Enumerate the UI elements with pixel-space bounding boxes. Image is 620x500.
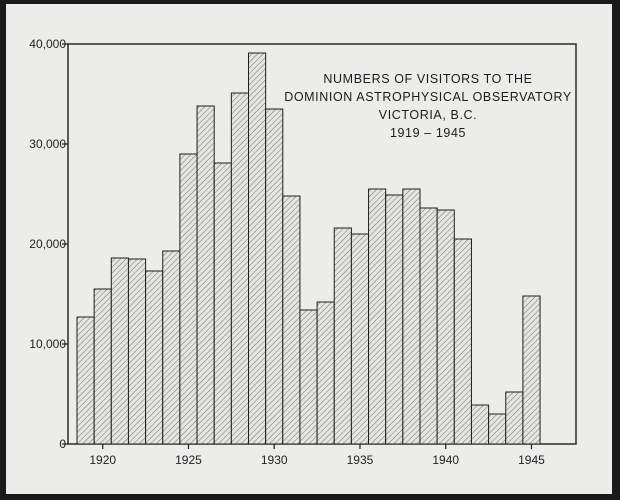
title-line-2: DOMINION ASTROPHYSICAL OBSERVATORY xyxy=(284,90,572,104)
y-tick-label: 10,000 xyxy=(29,337,66,351)
bar-1928 xyxy=(230,92,250,445)
title-line-1: NUMBERS OF VISITORS TO THE xyxy=(323,72,532,86)
bar-1922 xyxy=(127,258,147,445)
bar-1921 xyxy=(110,257,129,445)
bar-1920 xyxy=(93,288,112,445)
chart-title: NUMBERS OF VISITORS TO THE DOMINION ASTR… xyxy=(284,72,572,140)
bar-1936 xyxy=(368,188,387,445)
x-tick-label: 1940 xyxy=(432,453,459,467)
y-axis: 0 10,000 20,000 30,000 40,000 xyxy=(29,37,68,451)
x-tick-label: 1920 xyxy=(89,453,116,467)
x-tick-label: 1945 xyxy=(518,453,545,467)
bar-1938 xyxy=(402,188,421,445)
title-line-4: 1919 – 1945 xyxy=(390,126,466,140)
bar-1944 xyxy=(505,391,524,445)
bar-1940 xyxy=(436,209,455,445)
title-line-3: VICTORIA, B.C. xyxy=(379,108,477,122)
bar-1945 xyxy=(522,295,541,445)
bar-1927 xyxy=(213,162,232,445)
bar-1943 xyxy=(488,413,507,445)
bar-1924 xyxy=(162,250,181,445)
bar-1935 xyxy=(350,233,370,445)
x-tick-label: 1925 xyxy=(175,453,202,467)
x-tick-label: 1930 xyxy=(261,453,288,467)
bar-1930 xyxy=(265,108,284,445)
bar-1923 xyxy=(145,270,164,445)
x-tick-label: 1935 xyxy=(347,453,374,467)
bar-1934 xyxy=(333,227,352,445)
bar-1939 xyxy=(419,207,438,445)
bar-1931 xyxy=(282,195,301,445)
y-tick-label: 0 xyxy=(59,437,66,451)
bar-1941 xyxy=(453,238,472,445)
x-axis: 1920 1925 1930 1935 1940 1945 xyxy=(89,444,545,467)
bar-1937 xyxy=(385,194,404,445)
bars-layer xyxy=(76,52,541,445)
y-tick-label: 30,000 xyxy=(29,137,66,151)
bar-1932 xyxy=(299,309,318,445)
bar-1926 xyxy=(196,105,215,445)
bar-1942 xyxy=(470,404,490,445)
bar-1919 xyxy=(76,316,95,445)
bar-1933 xyxy=(316,301,335,445)
y-tick-label: 40,000 xyxy=(29,37,66,51)
bar-1925 xyxy=(179,153,198,445)
y-tick-label: 20,000 xyxy=(29,237,66,251)
bar-1929 xyxy=(248,52,267,445)
